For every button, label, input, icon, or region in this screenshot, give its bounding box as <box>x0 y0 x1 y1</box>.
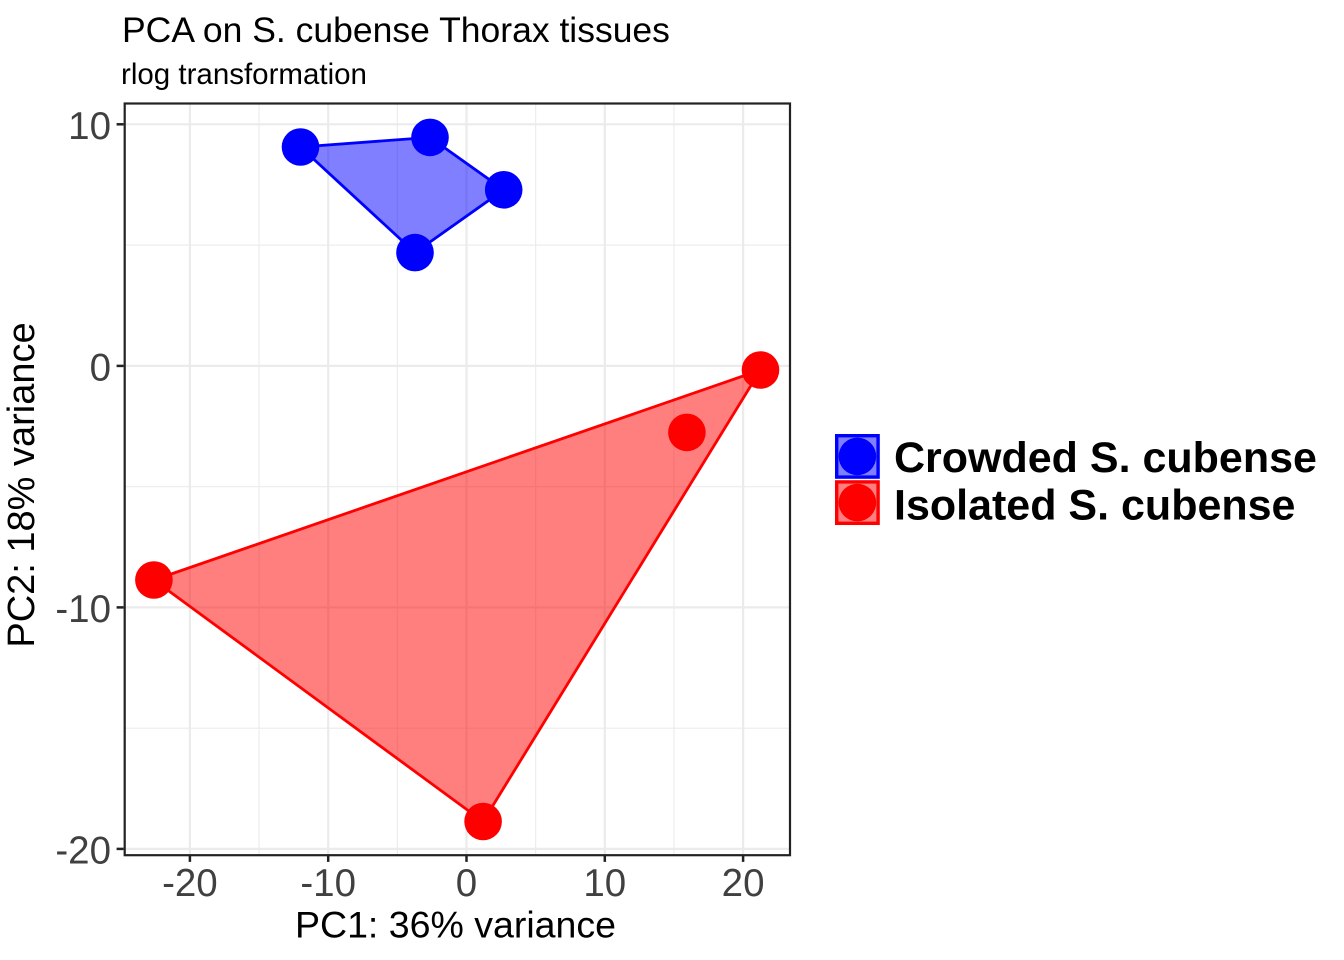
svg-text:PC1: 36% variance: PC1: 36% variance <box>295 904 616 946</box>
svg-text:Isolated S. cubense: Isolated S. cubense <box>894 481 1295 529</box>
svg-text:-10: -10 <box>55 588 111 631</box>
svg-text:-20: -20 <box>162 862 218 905</box>
svg-text:PC2: 18% variance: PC2: 18% variance <box>1 322 43 647</box>
svg-text:-10: -10 <box>300 862 356 905</box>
svg-text:PCA on S. cubense Thorax tissu: PCA on S. cubense Thorax tissues <box>122 10 670 50</box>
svg-text:-20: -20 <box>55 830 111 873</box>
svg-text:20: 20 <box>722 862 765 905</box>
svg-text:10: 10 <box>68 105 111 148</box>
svg-text:rlog transformation: rlog transformation <box>121 58 367 91</box>
svg-text:0: 0 <box>456 862 477 905</box>
svg-text:10: 10 <box>583 862 626 905</box>
svg-text:0: 0 <box>90 347 111 390</box>
svg-text:Crowded S. cubense: Crowded S. cubense <box>894 434 1317 482</box>
